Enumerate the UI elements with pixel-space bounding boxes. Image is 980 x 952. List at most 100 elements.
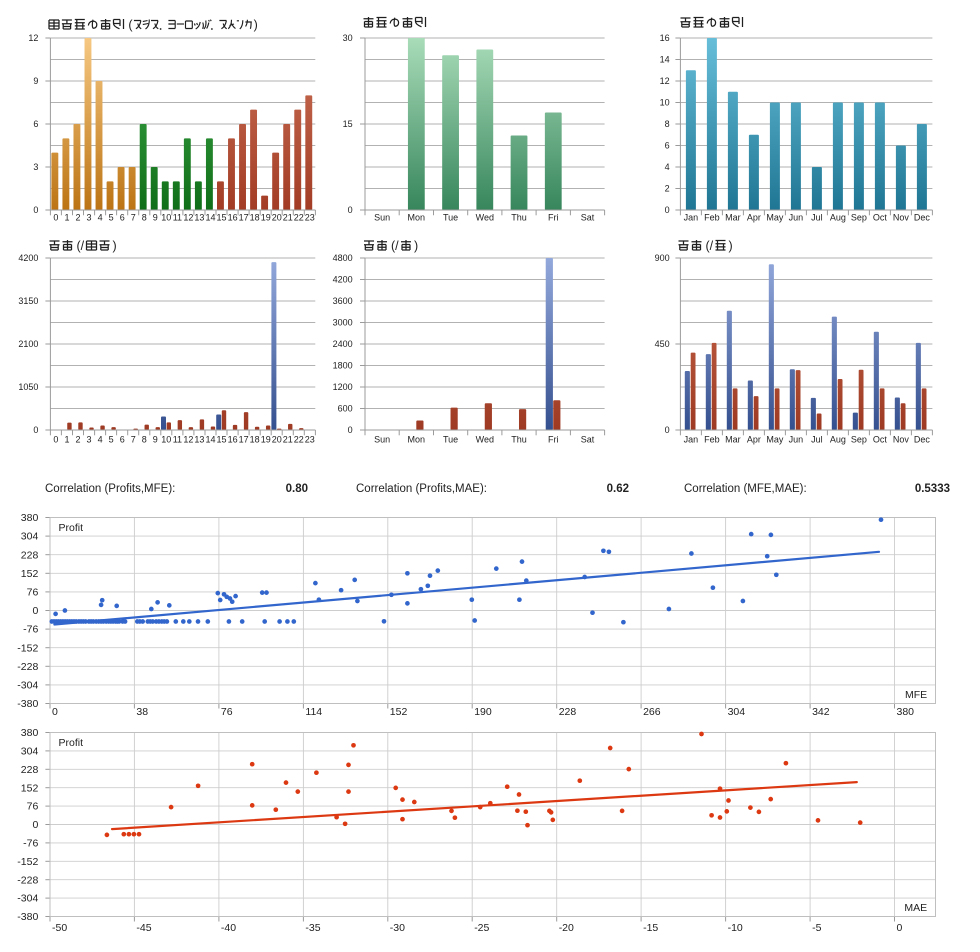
svg-text:76: 76 xyxy=(27,801,39,813)
svg-text:12: 12 xyxy=(183,434,193,444)
svg-text:0: 0 xyxy=(32,819,38,831)
svg-text:3150: 3150 xyxy=(18,296,38,306)
svg-text:-30: -30 xyxy=(390,922,405,934)
svg-text:Apr: Apr xyxy=(747,213,761,223)
svg-text:5: 5 xyxy=(109,434,114,444)
svg-text:Fri: Fri xyxy=(548,213,559,223)
svg-text:4: 4 xyxy=(98,213,103,223)
svg-text:Jul: Jul xyxy=(811,213,823,223)
svg-text:9: 9 xyxy=(33,76,38,86)
svg-text:38: 38 xyxy=(136,706,148,718)
svg-text:Dec: Dec xyxy=(914,213,931,223)
svg-text:Sat: Sat xyxy=(581,213,595,223)
svg-text:11: 11 xyxy=(173,434,182,444)
svg-text:23: 23 xyxy=(305,213,315,223)
svg-text:3: 3 xyxy=(86,434,91,444)
svg-text:-304: -304 xyxy=(17,893,38,905)
svg-text:1200: 1200 xyxy=(333,382,353,392)
svg-text:0: 0 xyxy=(33,425,38,435)
svg-text:): ) xyxy=(414,239,418,253)
svg-text:17: 17 xyxy=(239,434,249,444)
svg-text:-380: -380 xyxy=(17,911,38,923)
svg-text:-25: -25 xyxy=(474,922,489,934)
svg-text:228: 228 xyxy=(559,706,577,718)
svg-text:0: 0 xyxy=(348,425,353,435)
svg-text:20: 20 xyxy=(272,434,282,444)
svg-text:2: 2 xyxy=(665,184,670,194)
svg-text:0: 0 xyxy=(52,706,58,718)
svg-text:16: 16 xyxy=(660,33,670,43)
svg-text:8: 8 xyxy=(142,434,147,444)
svg-text:Jan: Jan xyxy=(684,434,699,444)
svg-text:-15: -15 xyxy=(643,922,658,934)
svg-text:-152: -152 xyxy=(17,642,38,654)
svg-text:9: 9 xyxy=(153,434,158,444)
svg-text:): ) xyxy=(113,239,117,253)
svg-text:2100: 2100 xyxy=(18,339,38,349)
svg-text:1: 1 xyxy=(64,434,69,444)
svg-text:14: 14 xyxy=(205,213,215,223)
svg-text:4: 4 xyxy=(665,162,670,172)
svg-text:2: 2 xyxy=(75,434,80,444)
svg-text:16: 16 xyxy=(228,434,238,444)
svg-text:4200: 4200 xyxy=(18,253,38,263)
svg-text:10: 10 xyxy=(161,213,171,223)
svg-text:1050: 1050 xyxy=(18,382,38,392)
svg-text:-76: -76 xyxy=(23,838,38,850)
svg-text:18: 18 xyxy=(250,434,260,444)
svg-text:(/: (/ xyxy=(706,239,714,253)
svg-text:0: 0 xyxy=(53,434,58,444)
svg-text:-10: -10 xyxy=(728,922,743,934)
svg-text:18: 18 xyxy=(250,213,260,223)
svg-text:Nov: Nov xyxy=(893,434,910,444)
svg-text:(/: (/ xyxy=(77,239,85,253)
svg-text:Sat: Sat xyxy=(581,434,595,444)
svg-text:Correlation (Profits,MFE):: Correlation (Profits,MFE): xyxy=(45,483,175,495)
svg-text:Nov: Nov xyxy=(893,213,910,223)
svg-text:MFE: MFE xyxy=(905,689,927,701)
svg-text:Thu: Thu xyxy=(511,434,527,444)
svg-text:3: 3 xyxy=(33,162,38,172)
svg-text:0.80: 0.80 xyxy=(286,483,308,495)
svg-text:Mar: Mar xyxy=(725,434,741,444)
svg-text:190: 190 xyxy=(474,706,492,718)
svg-text:342: 342 xyxy=(812,706,830,718)
svg-text:76: 76 xyxy=(221,706,233,718)
svg-text:-76: -76 xyxy=(23,624,38,636)
svg-text:Dec: Dec xyxy=(914,434,931,444)
svg-text:0: 0 xyxy=(32,605,38,617)
svg-text:3600: 3600 xyxy=(333,296,353,306)
svg-text:1: 1 xyxy=(64,213,69,223)
svg-text:-40: -40 xyxy=(221,922,236,934)
svg-text:(: ( xyxy=(128,18,133,32)
svg-text:Feb: Feb xyxy=(704,213,720,223)
svg-text:23: 23 xyxy=(305,434,315,444)
svg-text:3: 3 xyxy=(86,213,91,223)
svg-text:152: 152 xyxy=(390,706,408,718)
svg-text:15: 15 xyxy=(343,119,353,129)
svg-text:-228: -228 xyxy=(17,874,38,886)
svg-text:30: 30 xyxy=(343,33,353,43)
svg-text:Profit: Profit xyxy=(59,522,84,534)
svg-text:13: 13 xyxy=(194,434,204,444)
svg-text:-20: -20 xyxy=(559,922,574,934)
svg-text:114: 114 xyxy=(305,706,322,718)
svg-text:12: 12 xyxy=(183,213,193,223)
svg-text:-228: -228 xyxy=(17,661,38,673)
svg-text:-152: -152 xyxy=(17,856,38,868)
svg-text:20: 20 xyxy=(272,213,282,223)
svg-text:450: 450 xyxy=(655,339,670,349)
svg-text:Correlation (Profits,MAE):: Correlation (Profits,MAE): xyxy=(356,483,487,495)
svg-text:7: 7 xyxy=(131,434,136,444)
svg-text:6: 6 xyxy=(665,141,670,151)
svg-text:10: 10 xyxy=(161,434,171,444)
svg-text:Jun: Jun xyxy=(789,434,804,444)
svg-text:4200: 4200 xyxy=(333,275,353,285)
svg-text:Oct: Oct xyxy=(873,213,888,223)
svg-text:22: 22 xyxy=(294,434,304,444)
svg-text:Profit: Profit xyxy=(59,737,84,749)
svg-text:15: 15 xyxy=(216,213,226,223)
svg-text:0: 0 xyxy=(665,205,670,215)
svg-text:380: 380 xyxy=(897,706,915,718)
svg-text:May: May xyxy=(766,213,784,223)
